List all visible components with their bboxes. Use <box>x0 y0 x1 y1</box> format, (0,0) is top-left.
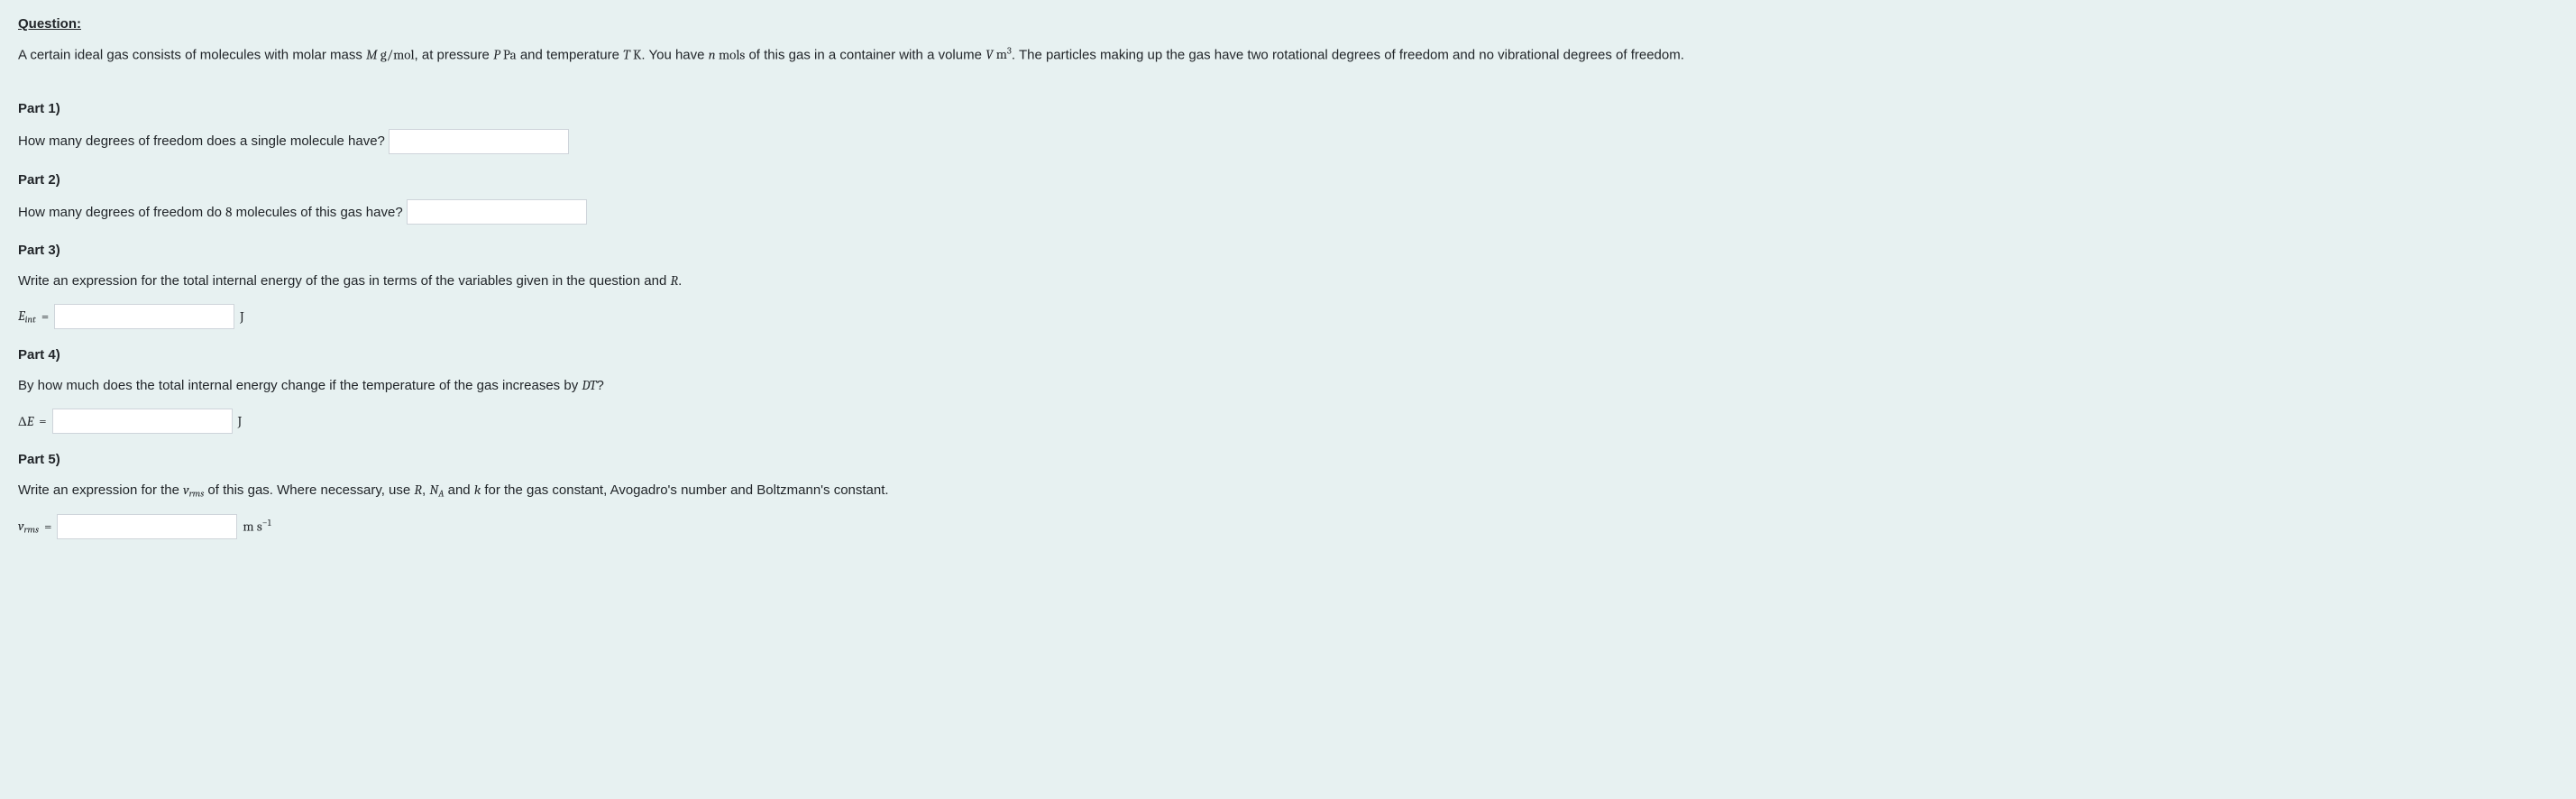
part4-E: E <box>27 413 34 429</box>
and: and <box>444 482 473 498</box>
part1-title: Part 1) <box>18 99 2558 120</box>
part5-equation-line: vrms = m s−1 <box>18 514 2558 539</box>
part3-text-post: . <box>678 273 682 289</box>
part4-input[interactable] <box>52 409 233 434</box>
unit-m3: m3 <box>993 46 1011 62</box>
unit-ms-base: m s <box>243 519 261 535</box>
part3-text-pre: Write an expression for the total intern… <box>18 273 670 289</box>
part5-text: Write an expression for the vrms of this… <box>18 480 2558 501</box>
part4-text: By how much does the total internal ener… <box>18 375 2558 397</box>
unit-ms-sup: −1 <box>262 517 271 528</box>
var-P: P <box>493 46 500 62</box>
part1-line: How many degrees of freedom does a singl… <box>18 129 2558 154</box>
var-R: R <box>414 482 422 498</box>
part2-text-pre: How many degrees of freedom do <box>18 205 225 220</box>
equals-sign: = <box>41 307 49 327</box>
part3-title: Part 3) <box>18 241 2558 262</box>
intro-text: of this gas in a container with a volume <box>745 47 985 62</box>
var-n: n <box>709 46 716 62</box>
part2-text: How many degrees of freedom do 8 molecul… <box>18 202 403 224</box>
part1-input[interactable] <box>389 129 569 154</box>
part5-lhs: vrms <box>18 516 39 537</box>
part5-input[interactable] <box>57 514 237 539</box>
part2-input[interactable] <box>407 199 587 225</box>
var-NA: NA <box>429 482 444 498</box>
intro-text: , at pressure <box>415 47 494 62</box>
part5-text-mid: of this gas. Where necessary, use <box>204 482 414 498</box>
equals-sign: = <box>44 517 51 537</box>
var-DT: DT <box>582 377 596 393</box>
part4-equation-line: ΔE = J <box>18 409 2558 434</box>
unit-K: K <box>630 46 642 62</box>
equals-sign: = <box>39 411 46 432</box>
part1-text: How many degrees of freedom does a singl… <box>18 132 385 152</box>
part3-equation-line: Eint = J <box>18 304 2558 329</box>
var-M: M <box>366 46 378 62</box>
part4-text-pre: By how much does the total internal ener… <box>18 378 582 393</box>
var-vrms: vrms <box>183 482 204 498</box>
part2-title: Part 2) <box>18 170 2558 191</box>
unit-m3-base: m <box>993 46 1007 62</box>
N: N <box>429 482 438 498</box>
part3-E: E <box>18 308 25 324</box>
part3-input[interactable] <box>54 304 234 329</box>
part4-delta: Δ <box>18 413 27 429</box>
part5-text-pre: Write an expression for the <box>18 482 183 498</box>
unit-J: J <box>240 307 244 327</box>
unit-ms-1: m s−1 <box>243 516 270 537</box>
question-page: Question: A certain ideal gas consists o… <box>0 0 2576 563</box>
part4-title: Part 4) <box>18 345 2558 366</box>
intro-text: . The particles making up the gas have t… <box>1012 47 1684 62</box>
var-T: T <box>623 46 630 62</box>
question-intro: A certain ideal gas consists of molecule… <box>18 44 2558 66</box>
part4-lhs: ΔE <box>18 411 33 432</box>
unit-mols: mols <box>716 46 746 62</box>
intro-text: A certain ideal gas consists of molecule… <box>18 47 366 62</box>
sub-rms: rms <box>189 488 205 500</box>
part3-lhs: Eint <box>18 306 36 327</box>
part2-text-post: molecules of this gas have? <box>232 205 402 220</box>
part3-text: Write an expression for the total intern… <box>18 271 2558 292</box>
part4-text-post: ? <box>596 378 603 393</box>
var-R: R <box>670 272 678 289</box>
part5-sub-rms: rms <box>23 524 39 536</box>
unit-J: J <box>238 411 243 432</box>
intro-text: and temperature <box>517 47 623 62</box>
part2-line: How many degrees of freedom do 8 molecul… <box>18 199 2558 225</box>
question-title: Question: <box>18 14 2558 35</box>
part5-title: Part 5) <box>18 450 2558 471</box>
intro-text: . You have <box>641 47 708 62</box>
part3-sub-int: int <box>25 314 36 326</box>
unit-Pa: Pa <box>500 46 517 62</box>
unit-gmol: g/mol <box>378 46 415 62</box>
part5-text-post: for the gas constant, Avogadro's number … <box>481 482 888 498</box>
